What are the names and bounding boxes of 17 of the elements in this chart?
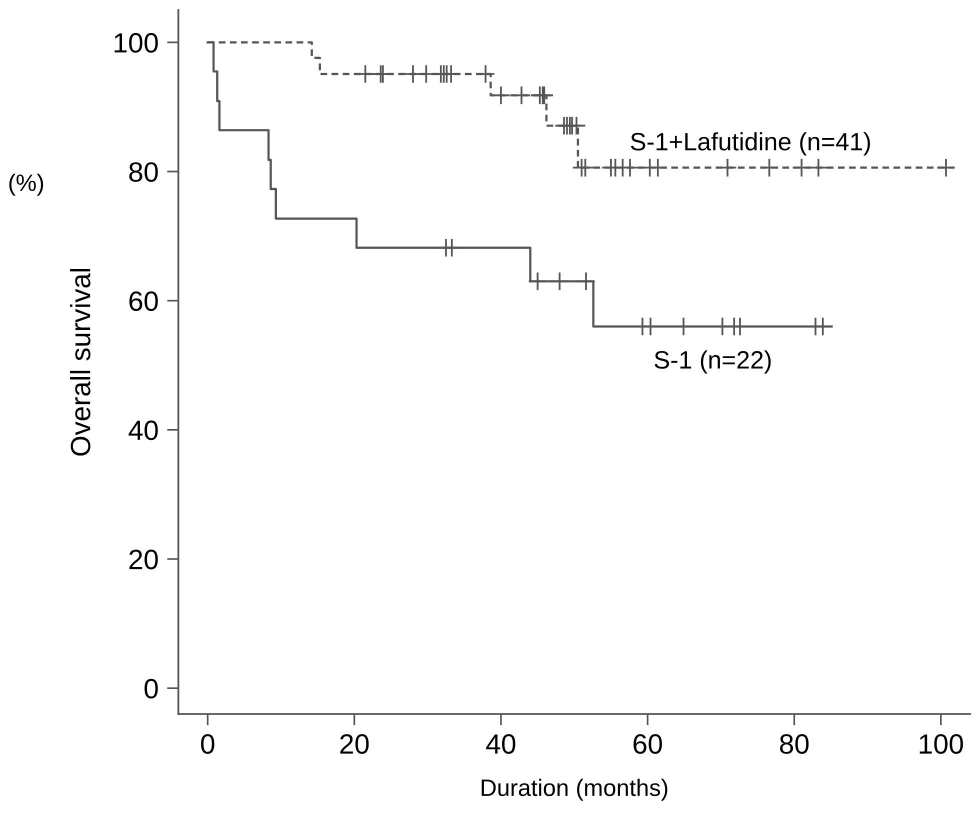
y-axis-title: Overall survival bbox=[70, 268, 90, 456]
x-tick-label: 40 bbox=[486, 734, 516, 754]
y-tick-label: 60 bbox=[129, 291, 158, 312]
y-tick-label: 80 bbox=[129, 162, 158, 182]
series-label: S-1 (n=22) bbox=[654, 350, 771, 374]
x-tick-label: 0 bbox=[201, 734, 214, 754]
text: (%) bbox=[9, 174, 44, 196]
y-tick-label: 40 bbox=[128, 420, 158, 440]
y-tick-label: 20 bbox=[129, 550, 158, 570]
y-tick-label: 0 bbox=[144, 678, 158, 699]
y-tick-label: 100 bbox=[114, 33, 158, 53]
x-tick-label: 100 bbox=[920, 734, 963, 754]
series-label: S-1+Lafutidine (n=41) bbox=[630, 132, 870, 156]
x-tick-label: 20 bbox=[340, 734, 369, 754]
x-tick-label: 80 bbox=[780, 734, 809, 754]
x-axis-title: Duration (months) bbox=[482, 778, 668, 801]
x-tick-label: 60 bbox=[634, 734, 662, 754]
